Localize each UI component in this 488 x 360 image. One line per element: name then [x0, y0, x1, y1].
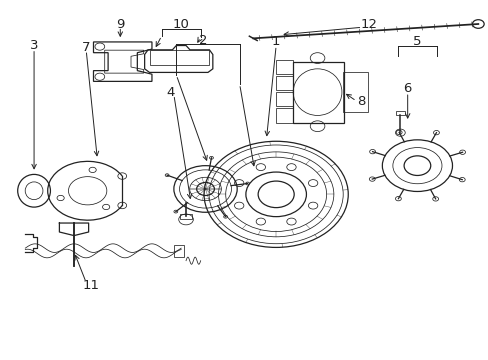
- Text: 11: 11: [82, 279, 100, 292]
- Bar: [180, 214, 191, 219]
- Text: 8: 8: [357, 95, 365, 108]
- Text: 6: 6: [403, 82, 411, 95]
- Text: 7: 7: [82, 41, 90, 54]
- Text: 12: 12: [360, 18, 376, 31]
- Bar: [174, 244, 183, 257]
- Text: 1: 1: [271, 35, 280, 49]
- Bar: [293, 62, 344, 123]
- Text: 3: 3: [30, 39, 38, 52]
- Text: 9: 9: [116, 18, 124, 31]
- Text: 10: 10: [172, 18, 189, 31]
- Text: 4: 4: [166, 86, 174, 99]
- Bar: [395, 111, 405, 116]
- Text: 5: 5: [412, 35, 421, 49]
- Bar: [343, 72, 367, 112]
- Text: 2: 2: [199, 33, 207, 47]
